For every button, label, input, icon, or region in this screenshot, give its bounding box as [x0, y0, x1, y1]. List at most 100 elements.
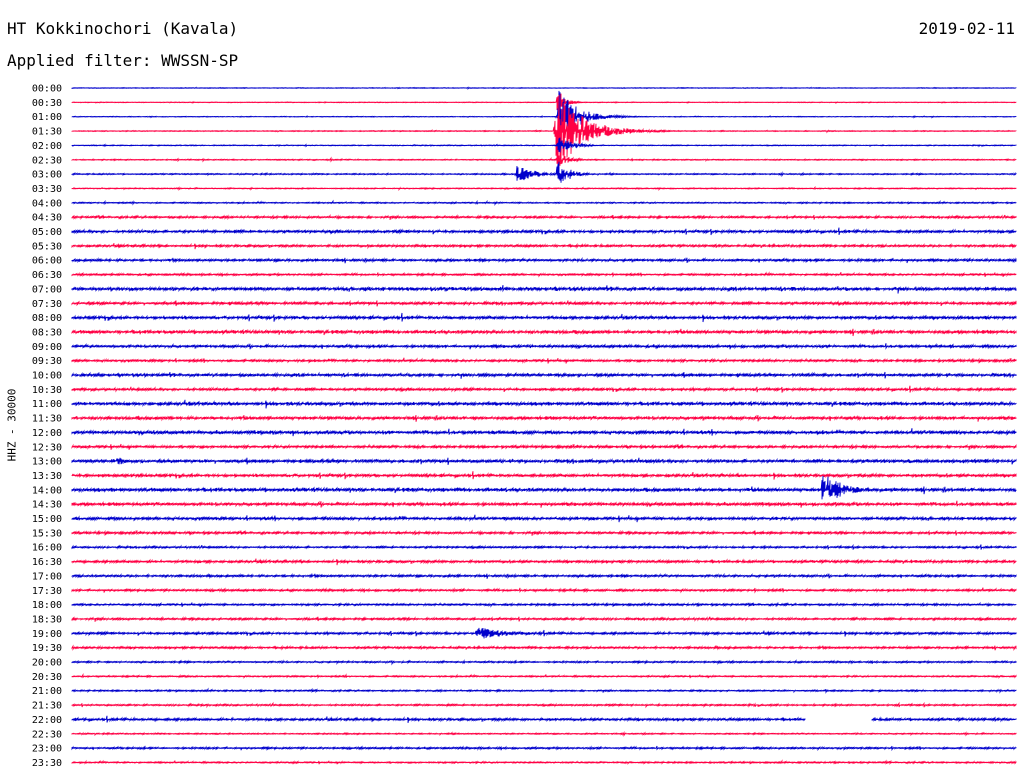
- seismic-trace-line: [71, 471, 1017, 480]
- trace-time-label: 00:00: [32, 84, 62, 95]
- seismic-trace-line: [71, 759, 1017, 766]
- seismic-trace-line: [71, 572, 1017, 580]
- seismic-trace-line: [71, 94, 1017, 166]
- seismic-trace-line: [71, 644, 1017, 651]
- trace-time-label: 15:30: [32, 528, 62, 539]
- seismic-trace-line: [71, 242, 1017, 250]
- seismic-trace-line: [71, 529, 1017, 536]
- seismic-trace-line: [71, 90, 1017, 138]
- trace-time-label: 14:30: [32, 500, 62, 511]
- trace-time-label: 11:30: [32, 414, 62, 425]
- seismic-trace-line: [71, 357, 1017, 364]
- seismic-trace-line: [71, 199, 1017, 207]
- seismic-trace-line: [71, 414, 1017, 422]
- trace-time-label: 21:30: [32, 701, 62, 712]
- trace-time-label: 18:00: [32, 600, 62, 611]
- trace-time-label: 17:00: [32, 571, 62, 582]
- trace-time-label: 05:00: [32, 227, 62, 238]
- seismic-trace-line: [71, 745, 1017, 752]
- trace-time-label: 13:30: [32, 471, 62, 482]
- trace-time-label: 17:30: [32, 586, 62, 597]
- seismic-trace-line: [71, 186, 1017, 192]
- trace-time-label: 02:30: [32, 155, 62, 166]
- seismic-trace-line: [71, 161, 1017, 183]
- seismic-trace-line: [71, 137, 1017, 153]
- trace-time-label: 09:00: [32, 342, 62, 353]
- seismic-trace-line: [71, 86, 1017, 90]
- trace-time-label: 07:30: [32, 299, 62, 310]
- trace-time-label: 13:00: [32, 457, 62, 468]
- seismic-trace-line: [71, 543, 1017, 551]
- seismic-trace-line: [71, 500, 1017, 508]
- trace-time-label: 15:00: [32, 514, 62, 525]
- trace-time-label: 08:00: [32, 313, 62, 324]
- seismic-trace-line: [71, 154, 1017, 165]
- seismic-trace-line: [71, 443, 1017, 451]
- trace-time-label: 14:00: [32, 485, 62, 496]
- trace-time-label: 23:30: [32, 758, 62, 769]
- seismic-trace-line: [71, 257, 1017, 264]
- seismic-trace-line: [71, 457, 1017, 466]
- trace-time-label: 20:30: [32, 672, 62, 683]
- seismic-trace-line: [71, 328, 1017, 337]
- trace-time-label: 11:00: [32, 399, 62, 410]
- seismic-trace-line: [71, 385, 1017, 393]
- filter-label: Applied filter: WWSSN-SP: [7, 51, 239, 70]
- trace-time-label: 18:30: [32, 614, 62, 625]
- trace-time-label: 10:00: [32, 371, 62, 382]
- seismic-trace-line: [71, 672, 1017, 679]
- trace-time-label: 04:00: [32, 198, 62, 209]
- seismic-trace-line: [71, 659, 1017, 666]
- seismic-trace-line: [71, 627, 1017, 639]
- trace-time-label: 23:00: [32, 744, 62, 755]
- seismic-trace-line: [71, 428, 1017, 437]
- seismic-trace-line: [71, 715, 1017, 723]
- seismic-trace-line: [71, 342, 1017, 350]
- trace-time-label: 00:30: [32, 98, 62, 109]
- trace-time-label: 16:30: [32, 557, 62, 568]
- trace-time-label: 12:30: [32, 442, 62, 453]
- seismic-trace-line: [71, 558, 1017, 566]
- trace-time-label: 05:30: [32, 241, 62, 252]
- seismic-trace-line: [71, 514, 1017, 523]
- seismic-trace-line: [71, 299, 1017, 307]
- trace-time-label: 04:30: [32, 213, 62, 224]
- trace-time-label: 03:30: [32, 184, 62, 195]
- seismic-trace-line: [71, 601, 1017, 608]
- trace-time-label: 19:00: [32, 629, 62, 640]
- seismic-trace-line: [71, 615, 1017, 622]
- seismic-trace-line: [71, 312, 1017, 323]
- seismic-trace-line: [71, 687, 1017, 694]
- seismic-trace-line: [71, 475, 1017, 500]
- seismic-trace-line: [71, 399, 1017, 409]
- trace-time-label: 19:30: [32, 643, 62, 654]
- trace-time-label: 02:00: [32, 141, 62, 152]
- trace-time-label: 10:30: [32, 385, 62, 396]
- seismic-trace-line: [71, 214, 1017, 221]
- trace-time-label: 01:00: [32, 112, 62, 123]
- trace-time-label: 22:00: [32, 715, 62, 726]
- trace-time-label: 06:30: [32, 270, 62, 281]
- seismic-trace-line: [71, 284, 1017, 294]
- date-label: 2019-02-11: [918, 19, 1015, 38]
- station-title: HT Kokkinochori (Kavala): [7, 19, 239, 38]
- trace-time-label: 07:00: [32, 284, 62, 295]
- trace-time-label: 03:00: [32, 170, 62, 181]
- trace-time-label: 06:00: [32, 256, 62, 267]
- trace-time-label: 16:00: [32, 543, 62, 554]
- seismic-trace-line: [71, 730, 1017, 737]
- seismic-trace-line: [71, 93, 1017, 120]
- seismic-trace-line: [71, 371, 1017, 379]
- trace-time-label: 22:30: [32, 729, 62, 740]
- trace-time-label: 20:00: [32, 658, 62, 669]
- trace-time-label: 01:30: [32, 127, 62, 138]
- seismic-trace-line: [71, 271, 1017, 278]
- trace-time-label: 08:30: [32, 327, 62, 338]
- seismic-trace-line: [71, 227, 1017, 236]
- seismic-trace-line: [71, 587, 1017, 594]
- trace-time-label: 09:30: [32, 356, 62, 367]
- trace-time-label: 21:00: [32, 686, 62, 697]
- seismic-trace-line: [71, 701, 1017, 709]
- trace-time-label: 12:00: [32, 428, 62, 439]
